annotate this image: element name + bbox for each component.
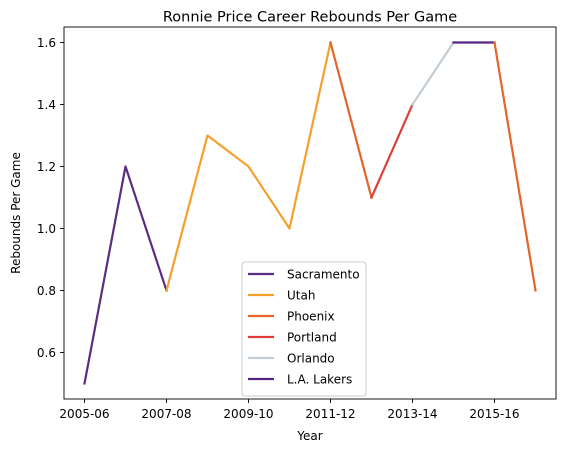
chart-title: Ronnie Price Career Rebounds Per Game (163, 10, 457, 26)
x-tick-label: 2005-06 (59, 407, 109, 421)
legend: Sacramento Utah Phoenix Portland Orlando L.A.… (241, 261, 367, 397)
legend-label: Orlando (287, 351, 335, 365)
legend-label: Sacramento (287, 267, 360, 281)
x-tick-label: 2009-10 (223, 407, 273, 421)
y-tick-label: 0.8 (37, 284, 56, 298)
y-tick-label: 0.6 (37, 346, 56, 360)
series-line-3 (370, 103, 414, 199)
y-tick-label: 1.2 (37, 160, 56, 174)
series-line-4 (410, 40, 456, 107)
legend-label: L.A. Lakers (287, 372, 352, 386)
x-tick-label: 2013-14 (387, 407, 437, 421)
x-axis-ticks: 2005-06 2007-08 2009-10 2011-12 2013-14 2015-… (59, 399, 520, 421)
legend-label: Utah (287, 288, 315, 302)
x-tick-label: 2015-16 (469, 407, 519, 421)
plot-frame (63, 26, 557, 400)
y-axis-ticks: 0.6 0.8 1.0 1.2 1.4 1.6 (37, 36, 64, 360)
y-tick-label: 1.0 (37, 222, 56, 236)
y-axis-label: Rebounds Per Game (9, 152, 23, 274)
series-line-6 (493, 41, 537, 292)
series-lines (83, 40, 537, 385)
x-axis-label: Year (296, 429, 322, 443)
series-line-0 (83, 165, 168, 385)
x-tick-label: 2011-12 (305, 407, 355, 421)
x-tick-label: 2007-08 (141, 407, 191, 421)
y-tick-label: 1.6 (37, 36, 56, 50)
series-line-1 (165, 41, 332, 292)
series-line-2 (329, 41, 373, 199)
legend-label: Portland (287, 330, 337, 344)
legend-label: Phoenix (287, 309, 335, 323)
y-tick-label: 1.4 (37, 98, 56, 112)
